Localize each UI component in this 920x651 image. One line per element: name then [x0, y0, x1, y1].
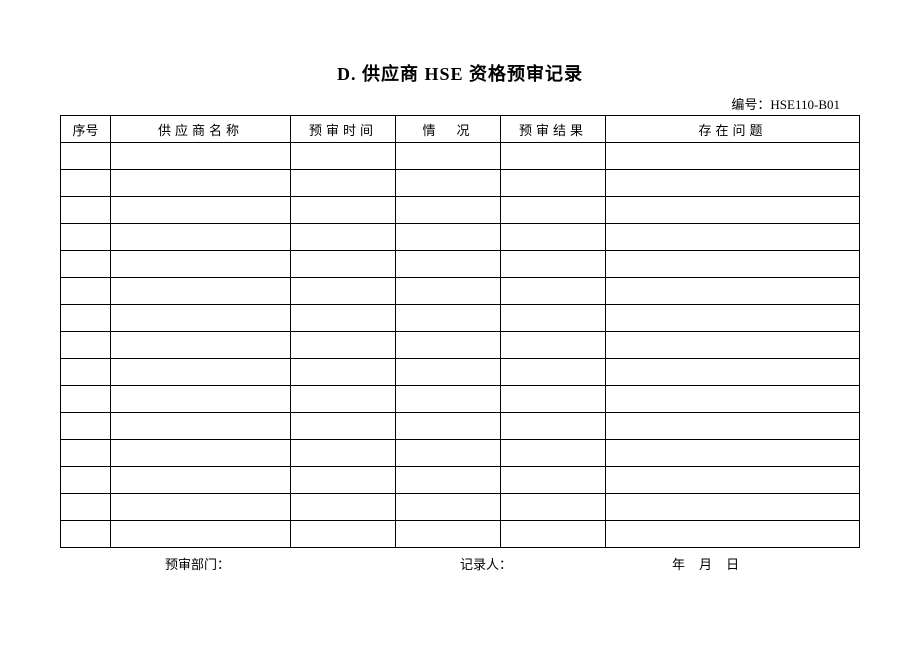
table-row: [61, 440, 860, 467]
table-row: [61, 278, 860, 305]
table-row: [61, 494, 860, 521]
col-header-result: 预审结果: [501, 116, 606, 143]
footer-day: 日: [726, 557, 753, 572]
col-header-name: 供应商名称: [111, 116, 291, 143]
footer-year: 年: [672, 557, 699, 572]
table-row: [61, 332, 860, 359]
table-row: [61, 413, 860, 440]
doc-number-label: 编号：: [731, 97, 770, 112]
table-row: [61, 521, 860, 548]
table-row: [61, 467, 860, 494]
table-body: [61, 143, 860, 548]
table-row: [61, 305, 860, 332]
table-row: [61, 386, 860, 413]
document-title: D. 供应商 HSE 资格预审记录: [60, 60, 860, 86]
table-row: [61, 359, 860, 386]
table-row: [61, 143, 860, 170]
table-row: [61, 251, 860, 278]
footer-month: 月: [699, 557, 726, 572]
doc-number-value: HSE110-B01: [770, 97, 840, 112]
preaudit-table: 序号 供应商名称 预审时间 情 况 预审结果 存在问题: [60, 115, 860, 548]
col-header-seq: 序号: [61, 116, 111, 143]
table-row: [61, 170, 860, 197]
footer-dept-label: 预审部门：: [165, 554, 230, 573]
col-header-issue: 存在问题: [606, 116, 860, 143]
footer-row: 预审部门： 记录人： 年月日: [60, 554, 860, 573]
col-header-time: 预审时间: [291, 116, 396, 143]
document-number: 编号：HSE110-B01: [60, 94, 860, 113]
table-row: [61, 224, 860, 251]
footer-date: 年月日: [672, 554, 753, 573]
footer-recorder-label: 记录人：: [460, 554, 512, 573]
table-row: [61, 197, 860, 224]
col-header-status: 情 况: [396, 116, 501, 143]
table-header-row: 序号 供应商名称 预审时间 情 况 预审结果 存在问题: [61, 116, 860, 143]
